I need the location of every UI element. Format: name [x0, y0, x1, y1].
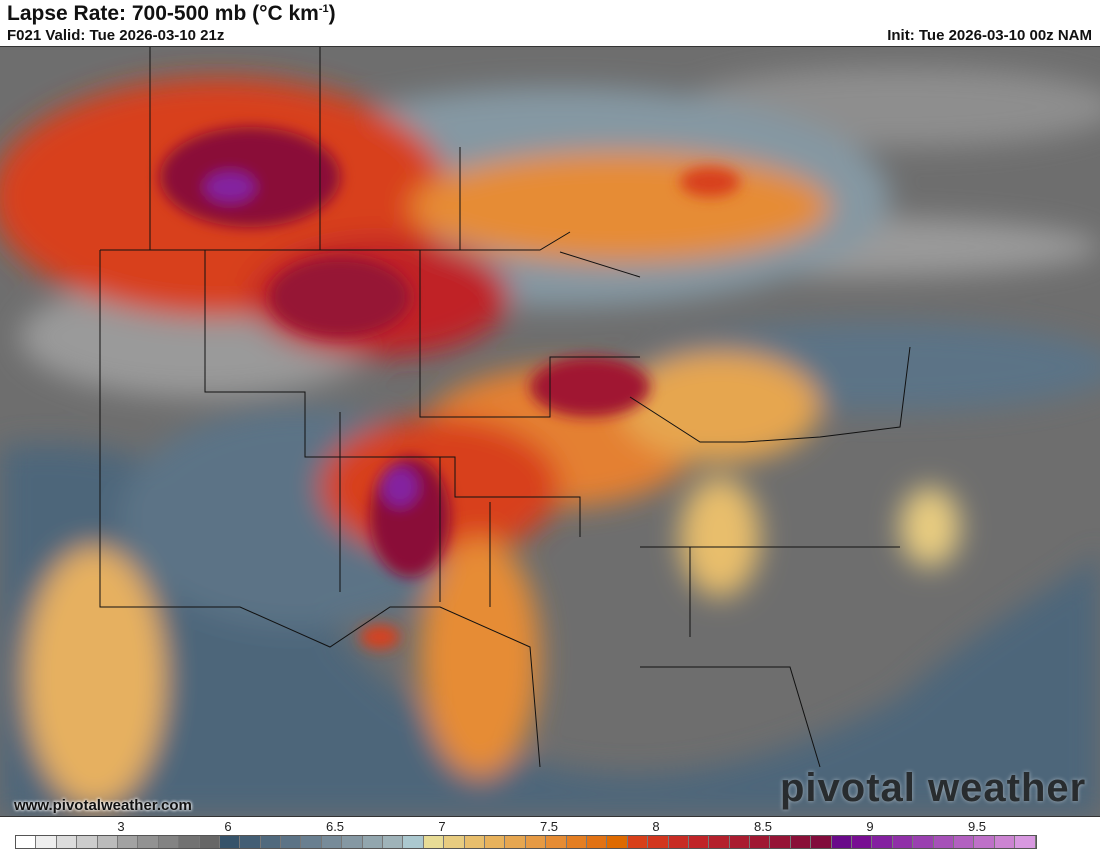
brand-watermark: pivotal weather — [780, 766, 1087, 810]
colorbar-cell — [668, 836, 689, 848]
valid-time: F021 Valid: Tue 2026-03-10 21z — [7, 27, 225, 44]
colorbar-cell — [423, 836, 445, 848]
colorbar-tick-label: 9 — [866, 819, 874, 834]
colorbar-cell — [811, 836, 832, 848]
title-superscript: -1 — [318, 3, 329, 15]
colorbar-cell — [525, 836, 547, 848]
source-url: www.pivotalweather.com — [14, 797, 192, 814]
colorbar-cell — [994, 836, 1016, 848]
colorbar-cell — [77, 836, 98, 848]
colorbar-cell — [1015, 836, 1036, 848]
init-time: Init: Tue 2026-03-10 00z NAM — [887, 27, 1092, 44]
colorbar-cell — [383, 836, 404, 848]
colorbar-cell — [484, 836, 506, 848]
colorbar-tick-label: 8 — [652, 819, 660, 834]
colorbar-cell — [138, 836, 159, 848]
colorbar — [15, 835, 1037, 849]
colorbar-cell — [546, 836, 567, 848]
colorbar-cell — [627, 836, 649, 848]
colorbar-tick-label: 6.5 — [325, 819, 345, 834]
colorbar-cell — [281, 836, 302, 848]
colorbar-cell — [97, 836, 118, 848]
colorbar-cell — [770, 836, 791, 848]
colorbar-cell — [688, 836, 710, 848]
lapse-rate-field — [0, 47, 1100, 816]
colorbar-tick-label: 8.5 — [753, 819, 773, 834]
colorbar-cell — [729, 836, 751, 848]
colorbar-cell — [342, 836, 363, 848]
colorbar-cell — [56, 836, 78, 848]
colorbar-cell — [892, 836, 914, 848]
colorbar-tick-label: 7.5 — [539, 819, 559, 834]
colorbar-tick-label: 7 — [438, 819, 446, 834]
map-title: Lapse Rate: 700-500 mb (°C km-1) — [7, 2, 336, 26]
colorbar-cell — [607, 836, 628, 848]
colorbar-tick-label: 6 — [224, 819, 232, 834]
title-end: ) — [328, 2, 336, 25]
colorbar-cell — [403, 836, 424, 848]
colorbar-cell — [831, 836, 853, 848]
colorbar-cell — [464, 836, 485, 848]
colorbar-cell — [179, 836, 200, 848]
title-text: Lapse Rate: 700-500 mb (°C km — [7, 2, 319, 25]
colorbar-cell — [219, 836, 241, 848]
colorbar-cell — [505, 836, 526, 848]
colorbar-cell — [240, 836, 261, 848]
colorbar-cell — [790, 836, 812, 848]
colorbar-cell — [648, 836, 669, 848]
colorbar-cell — [36, 836, 57, 848]
colorbar-cell — [199, 836, 220, 848]
colorbar-cell — [586, 836, 608, 848]
colorbar-cell — [362, 836, 384, 848]
weather-map[interactable] — [0, 46, 1100, 817]
colorbar-cell — [117, 836, 139, 848]
colorbar-cell — [933, 836, 954, 848]
colorbar-cell — [750, 836, 771, 848]
colorbar-cell — [321, 836, 343, 848]
colorbar-cell — [16, 836, 37, 848]
colorbar-cell — [953, 836, 975, 848]
political-borders — [99, 47, 911, 768]
colorbar-cell — [913, 836, 934, 848]
colorbar-cell — [872, 836, 893, 848]
colorbar-tick-label: 9.5 — [967, 819, 987, 834]
colorbar-cell — [566, 836, 587, 848]
colorbar-cell — [444, 836, 465, 848]
colorbar-tick-label: 3 — [117, 819, 125, 834]
header: Lapse Rate: 700-500 mb (°C km-1) F021 Va… — [0, 0, 1100, 46]
colorbar-cell — [158, 836, 180, 848]
colorbar-cell — [974, 836, 995, 848]
colorbar-cell — [301, 836, 322, 848]
colorbar-cell — [709, 836, 730, 848]
colorbar-cell — [260, 836, 282, 848]
colorbar-cell — [852, 836, 873, 848]
